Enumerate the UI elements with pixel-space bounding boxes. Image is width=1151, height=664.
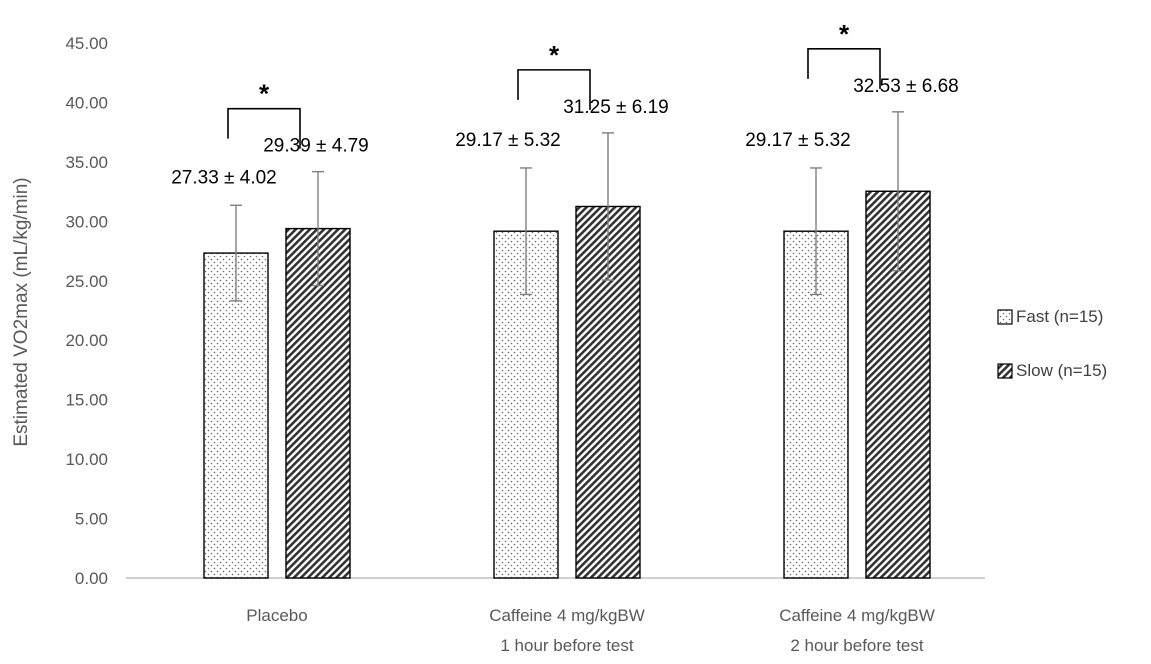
legend-item-fast: Fast (n=15) (997, 307, 1103, 326)
significance-brackets: * * * (227, 19, 881, 149)
x-category-label: Caffeine 4 mg/kgBW 1 hour before test (489, 606, 645, 655)
y-tick-label: 45.00 (65, 34, 108, 53)
data-label-slow: 32.53 ± 6.68 (853, 76, 959, 97)
y-tick-label: 30.00 (65, 212, 108, 231)
data-label-fast: 27.33 ± 4.02 (171, 167, 277, 188)
error-bar (892, 111, 904, 272)
x-category-label: Caffeine 4 mg/kgBW 2 hour before test (779, 606, 935, 655)
x-category-label-line: Caffeine 4 mg/kgBW (489, 606, 645, 625)
y-tick-label: 40.00 (65, 93, 108, 112)
bracket-line (807, 48, 881, 89)
error-bar (810, 167, 822, 296)
x-category-label-line: Caffeine 4 mg/kgBW (779, 606, 935, 625)
bracket-line (227, 107, 301, 149)
data-label-slow: 31.25 ± 6.19 (563, 97, 669, 118)
y-tick-label: 5.00 (75, 510, 108, 529)
error-bar (520, 167, 532, 296)
data-labels: 27.33 ± 4.02 29.17 ± 5.32 29.17 ± 5.32 29.3… (171, 76, 959, 188)
error-bar (312, 170, 324, 287)
significance-bracket: * (807, 19, 881, 89)
bars (203, 190, 931, 579)
legend-item-slow: Slow (n=15) (997, 361, 1107, 380)
bracket-line (517, 69, 591, 110)
x-category-label-line: 1 hour before test (500, 636, 634, 655)
error-bar (230, 204, 242, 302)
error-bar (602, 132, 614, 281)
x-category-label-line: 2 hour before test (790, 636, 924, 655)
legend: Fast (n=15) Slow (n=15) (997, 307, 1107, 380)
y-tick-label: 10.00 (65, 450, 108, 469)
y-tick-label: 20.00 (65, 331, 108, 350)
legend-swatch (997, 363, 1013, 379)
data-label-slow: 29.39 ± 4.79 (263, 136, 369, 157)
x-axis-categories: Placebo Caffeine 4 mg/kgBW 1 hour before t… (246, 606, 935, 655)
x-category-label: Placebo (246, 606, 307, 625)
significance-star: * (839, 19, 850, 49)
y-tick-label: 0.00 (75, 569, 108, 588)
y-tick-label: 15.00 (65, 391, 108, 410)
data-label-fast: 29.17 ± 5.32 (745, 130, 851, 151)
y-tick-label: 35.00 (65, 153, 108, 172)
bar-fast (203, 252, 269, 579)
y-axis-label: Estimated VO2max (mL/kg/min) (11, 177, 32, 446)
data-label-fast: 29.17 ± 5.32 (455, 130, 561, 151)
significance-star: * (259, 79, 270, 109)
legend-swatch (997, 309, 1013, 325)
significance-star: * (549, 40, 560, 70)
legend-label: Fast (n=15) (1016, 307, 1103, 326)
significance-bracket: * (517, 40, 591, 110)
legend-label: Slow (n=15) (1016, 361, 1107, 380)
significance-bracket: * (227, 79, 301, 149)
x-category-label-line: Placebo (246, 606, 307, 625)
y-tick-label: 25.00 (65, 272, 108, 291)
y-axis-ticks: 0.00 5.00 10.00 15.00 20.00 25.00 30.00 35.00 40… (65, 34, 108, 588)
error-bars (230, 111, 904, 302)
